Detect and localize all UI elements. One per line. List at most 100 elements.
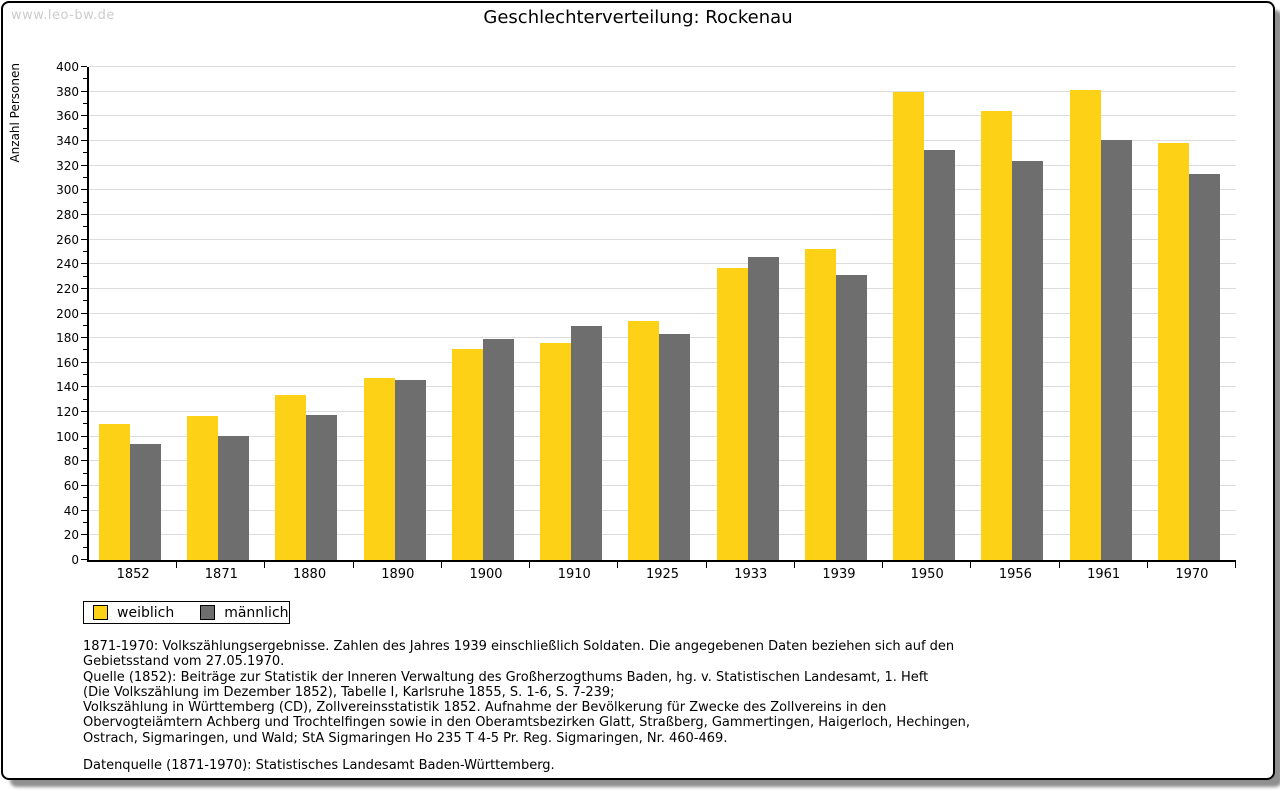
y-tick-label-400: 400 [56,60,79,74]
x-tick-label-1970: 1970 [1175,567,1209,582]
datasource-note: Datenquelle (1871-1970): Statistisches L… [83,758,555,773]
bar-männlich-1950 [924,149,956,560]
x-tick-1900 [529,562,531,568]
bar-weiblich-1890 [363,377,395,560]
footnote-line-1: 1871-1970: Volkszählungsergebnisse. Zahl… [83,639,955,654]
y-minor-tick-110 [83,423,87,425]
footnotes: 1871-1970: Volkszählungsergebnisse. Zahl… [83,639,970,746]
y-minor-tick-170 [83,349,87,351]
gridline-y-360 [89,115,1236,117]
y-minor-tick-190 [83,324,87,326]
y-minor-tick-130 [83,398,87,400]
x-tick-label-1880: 1880 [293,567,327,582]
bar-weiblich-1852 [99,424,130,560]
bar-männlich-1910 [571,325,603,560]
y-tick-100 [81,435,87,437]
y-tick-label-300: 300 [56,183,79,198]
bar-männlich-1900 [482,339,514,560]
x-tick-label-1933: 1933 [734,567,768,582]
y-tick-180 [81,337,87,339]
y-tick-label-280: 280 [56,207,79,222]
y-minor-tick-10 [83,546,87,548]
x-tick-1956 [1058,562,1060,568]
bar-männlich-1970 [1188,174,1220,560]
y-minor-tick-90 [83,448,87,450]
x-tick-label-1950: 1950 [910,567,944,582]
x-tick-label-1900: 1900 [469,567,503,582]
x-tick-label-1939: 1939 [822,567,856,582]
gridline-y-220 [89,287,1236,289]
y-tick-160 [81,361,87,363]
y-tick-label-200: 200 [56,306,79,321]
x-tick-1880 [352,562,354,568]
bar-weiblich-1961 [1069,90,1101,560]
y-tick-140 [81,386,87,388]
footnote-line-5: Volkszählung in Württemberg (CD), Zollve… [83,700,887,716]
gridline-y-280 [89,213,1236,215]
y-axis-label: Anzahl Personen [8,63,22,163]
bar-männlich-1956 [1012,160,1044,560]
y-minor-tick-150 [83,374,87,376]
legend-item-männlich: männlich [200,604,289,621]
y-tick-label-0: 0 [71,553,79,567]
y-tick-240 [81,263,87,265]
y-minor-tick-290 [83,201,87,203]
footnote-line-2: Gebietsstand vom 27.05.1970. [83,654,285,670]
bar-weiblich-1910 [540,343,572,560]
y-tick-220 [81,287,87,289]
y-tick-260 [81,238,87,240]
bar-weiblich-1933 [716,267,748,560]
y-tick-label-20: 20 [63,528,79,543]
y-tick-label-100: 100 [56,429,79,444]
y-tick-120 [81,411,87,413]
bar-männlich-1890 [394,380,426,560]
y-tick-label-220: 220 [56,281,79,296]
bar-männlich-1925 [659,334,691,560]
chart-title: Geschlechterverteilung: Rockenau [483,7,793,28]
x-tick-1939 [882,562,884,568]
y-tick-label-380: 380 [56,84,79,99]
y-tick-label-80: 80 [63,454,79,469]
y-tick-360 [81,115,87,117]
bar-weiblich-1939 [804,249,836,560]
legend-item-weiblich: weiblich [93,605,174,621]
y-tick-label-120: 120 [56,405,79,420]
legend-label-männlich: männlich [224,604,289,621]
y-tick-60 [81,485,87,487]
y-tick-380 [81,90,87,92]
y-tick-label-320: 320 [56,158,79,173]
footnote-line-6: Obervogteiämtern Achberg und Trochtelfin… [83,715,971,731]
y-tick-label-60: 60 [63,479,79,494]
y-minor-tick-310 [83,176,87,178]
gridline-y-380 [89,90,1236,92]
gridline-y-200 [89,312,1236,314]
gridline-y-300 [89,189,1236,191]
y-tick-label-340: 340 [56,133,79,148]
y-minor-tick-30 [83,522,87,524]
y-minor-tick-210 [83,300,87,302]
gridline-y-240 [89,263,1236,265]
x-tick-1933 [793,562,795,568]
y-tick-label-160: 160 [56,355,79,370]
x-tick-1961 [1146,562,1148,568]
y-minor-tick-390 [83,78,87,80]
y-tick-0 [81,559,87,560]
y-tick-320 [81,164,87,166]
x-tick-1910 [617,562,619,568]
bar-männlich-1961 [1100,139,1132,560]
x-tick-label-1956: 1956 [998,567,1032,582]
y-minor-tick-250 [83,250,87,252]
y-tick-label-260: 260 [56,232,79,247]
footnote-line-4: (Die Volkszählung im Dezember 1852), Tab… [83,684,615,700]
x-tick-1925 [705,562,707,568]
legend: weiblich männlich [83,601,290,624]
y-minor-tick-330 [83,152,87,154]
y-tick-20 [81,534,87,536]
footnote-line-7: Ostrach, Sigmaringen, und Wald; StA Sigm… [83,730,728,746]
bar-weiblich-1956 [981,111,1013,560]
y-tick-80 [81,460,87,462]
y-tick-label-360: 360 [56,109,79,124]
y-tick-300 [81,189,87,191]
bar-männlich-1852 [130,444,161,560]
x-tick-1852 [176,562,178,568]
